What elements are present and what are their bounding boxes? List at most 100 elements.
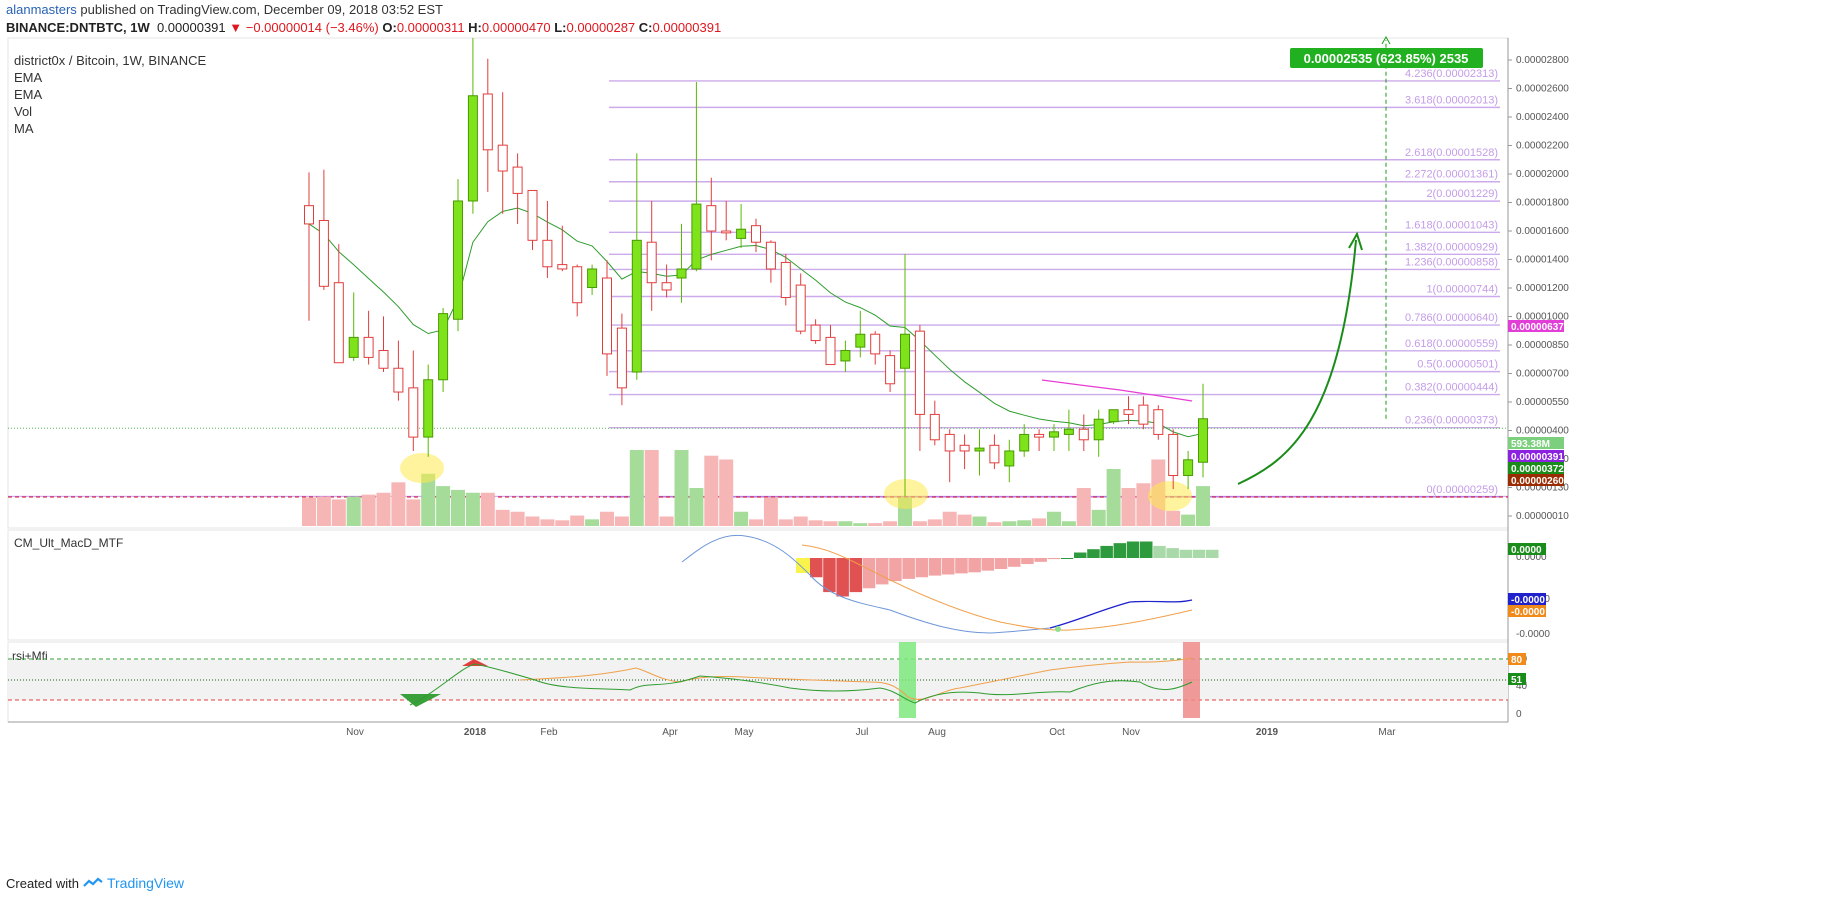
y-tick-label: 0.00001200: [1516, 283, 1569, 294]
fib-label: 3.618(0.00002013): [1405, 94, 1498, 106]
macd-hist-bar: [955, 558, 968, 574]
volume-bar: [808, 520, 823, 526]
y-tick-label: 0.00000700: [1516, 369, 1569, 380]
candle: [721, 200, 732, 241]
macd-hist-bar: [1153, 545, 1166, 558]
candle-body: [810, 324, 821, 342]
candle-body: [1153, 409, 1164, 435]
candle: [438, 308, 449, 393]
y-tick-label: 0.00002200: [1516, 141, 1569, 152]
candle-body: [974, 447, 985, 452]
x-tick-label: 2019: [1256, 727, 1279, 738]
candle-body: [438, 313, 449, 381]
footer: Created with TradingView: [6, 875, 184, 891]
volume-bar: [391, 482, 406, 526]
legend-ema-1[interactable]: EMA: [14, 70, 43, 85]
volume-bar: [361, 494, 376, 526]
candle: [333, 244, 344, 364]
candle: [423, 364, 434, 457]
candle: [348, 292, 359, 361]
volume-bar: [763, 497, 778, 526]
open-value: 0.00000311: [396, 20, 465, 35]
volume-bar: [316, 496, 331, 526]
rsi-tag-bg: [1508, 673, 1526, 685]
fib-label: 1.382(0.00000929): [1405, 241, 1498, 253]
publish-text: published on TradingView.com, December 0…: [76, 2, 443, 17]
macd-hist-bar: [1087, 549, 1100, 558]
o-label: O:: [382, 20, 397, 35]
price-tag-bg: [1508, 437, 1564, 449]
candle-body: [527, 189, 538, 241]
candle: [1078, 414, 1089, 451]
candle: [870, 331, 881, 365]
candle-body: [855, 333, 866, 348]
rsi-tag-text: 51: [1511, 675, 1523, 686]
macd-hist-bar: [810, 558, 823, 578]
volume-bar: [302, 497, 316, 526]
y-tick-label: 0.00001600: [1516, 226, 1569, 237]
volume-bar: [1136, 483, 1151, 526]
candle-body: [765, 241, 776, 270]
volume-bar: [495, 509, 510, 526]
volume-bar: [540, 519, 555, 526]
price-tag-bg: [1508, 320, 1564, 333]
macd-hist-bar: [1179, 549, 1193, 558]
macd-hist-bar: [942, 558, 955, 575]
price-tag-bg: [1508, 474, 1564, 486]
x-tick-label: Feb: [540, 727, 558, 738]
macd-hist-bar: [1100, 545, 1113, 558]
y-tick-label: 0.00002400: [1516, 112, 1569, 123]
candle: [795, 273, 806, 335]
change: ▼ −0.00000014 (−3.46%): [229, 20, 379, 35]
candle-body: [1049, 431, 1059, 438]
forecast-arrow: [1237, 239, 1357, 485]
volume-bar: [465, 492, 480, 526]
volume-bar: [436, 486, 451, 526]
author-link[interactable]: alanmasters: [6, 2, 77, 17]
candle-body: [602, 277, 612, 355]
candle: [393, 340, 404, 401]
candle: [1019, 424, 1030, 457]
candle-body: [1198, 418, 1208, 463]
macd-y-tick: -0.0000: [1516, 629, 1550, 640]
highlight-circle: [1148, 481, 1192, 511]
signal-line: [801, 544, 1193, 631]
legend-vol[interactable]: Vol: [14, 104, 33, 119]
volume-bar: [1181, 514, 1196, 526]
macd-hist-bar: [1021, 558, 1034, 565]
candle: [587, 264, 598, 295]
candle-body: [378, 349, 389, 369]
target-box-bg: [1290, 48, 1483, 68]
candle-body: [944, 433, 955, 452]
candle: [1063, 409, 1074, 451]
macd-hist-bar: [1206, 549, 1219, 558]
target-box: 0.00002535 (623.85%) 2535: [1290, 48, 1483, 68]
macd-hist-bar: [1047, 558, 1061, 560]
macd-hist-bar: [1126, 541, 1140, 558]
fib-label: 0.382(0.00000444): [1405, 382, 1498, 394]
macd-hist-bar: [928, 558, 942, 576]
price-tag-text: 0.00000637: [1511, 322, 1564, 333]
macd-title: CM_Ult_MacD_MTF: [14, 536, 123, 550]
macd-tag-text: -0.0000: [1511, 607, 1545, 618]
price-tag: 0.00000637: [1508, 320, 1564, 333]
fib-label: 0(0.00000259): [1426, 484, 1498, 496]
legend-ema-2[interactable]: EMA: [14, 87, 43, 102]
candle-body: [423, 379, 434, 438]
candle: [363, 310, 374, 365]
fib-label: 2(0.00001229): [1426, 188, 1498, 200]
volume-bar: [570, 515, 585, 526]
rsi-title: rsi+Mfi: [12, 649, 48, 663]
macd-hist-bar: [1140, 541, 1153, 558]
x-tick-label: Nov: [346, 727, 364, 738]
volume-bar: [614, 516, 629, 526]
created-with-text: Created with: [6, 875, 79, 891]
volume-bar: [912, 521, 927, 526]
rsi-tag: 51: [1508, 673, 1526, 686]
tradingview-brand[interactable]: TradingView: [106, 875, 185, 891]
fib-label: 2.272(0.00001361): [1405, 169, 1498, 181]
volume-bar: [1002, 521, 1017, 526]
legend-ma[interactable]: MA: [14, 121, 34, 136]
candle: [661, 264, 672, 298]
